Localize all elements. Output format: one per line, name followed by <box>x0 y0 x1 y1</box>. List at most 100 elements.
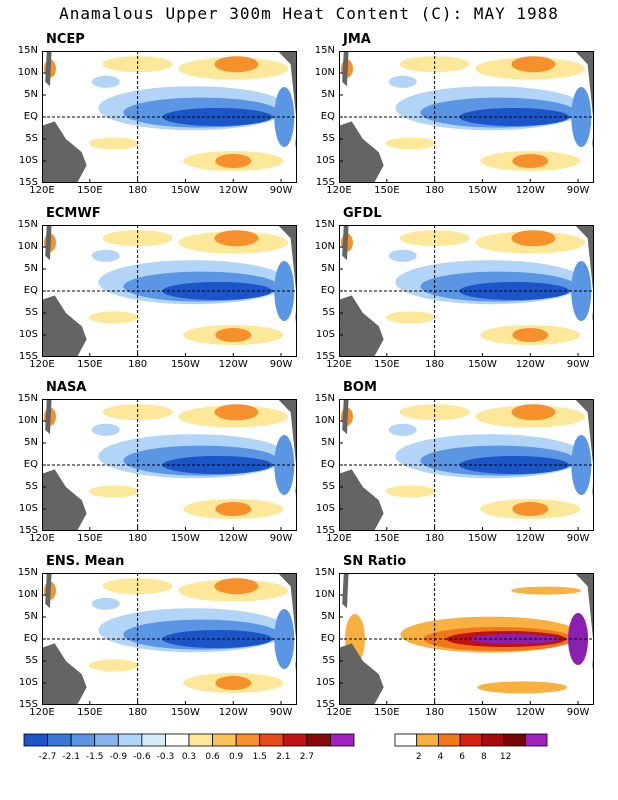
panel-label: ECMWF <box>46 206 101 221</box>
lon-tick-label: 150W <box>170 707 200 718</box>
anomaly-colorbar-box <box>259 733 284 747</box>
land-maritime-continent <box>42 295 87 357</box>
lat-tick-label: 15S <box>315 351 335 362</box>
anomaly-colorbar-box <box>23 733 48 747</box>
anomaly-colorbar-label: 2.1 <box>276 752 290 762</box>
lat-tick-label: 10N <box>17 67 38 78</box>
warm-anomaly-north-core <box>214 404 259 421</box>
land-americas <box>277 399 297 531</box>
land-maritime-continent <box>42 469 87 531</box>
lon-tick-label: 180 <box>128 359 148 370</box>
lon-tick-label: 150E <box>77 707 103 718</box>
lat-tick-label: 5N <box>24 437 38 448</box>
warm-anomaly-southwest <box>88 485 139 498</box>
lat-tick-label: 5S <box>322 655 335 666</box>
lat-tick-label: EQ <box>320 459 335 470</box>
land-maritime-continent <box>339 121 384 183</box>
anomaly-colorbar-label: 0.9 <box>229 752 244 762</box>
lat-tick-label: 5S <box>25 307 38 318</box>
lon-tick-label: 90W <box>269 533 293 544</box>
land-philippines <box>342 573 349 609</box>
land-americas <box>277 51 297 183</box>
land-americas <box>574 225 594 357</box>
lon-tick-label: 120W <box>515 707 545 718</box>
lon-tick-label: 120E <box>29 707 55 718</box>
lat-tick-label: 10N <box>314 415 335 426</box>
lon-tick-label: 120E <box>326 359 352 370</box>
lon-tick-label: 150E <box>374 185 400 196</box>
cold-anomaly-west <box>91 423 120 436</box>
lat-tick-label: 15N <box>314 219 335 230</box>
lat-tick-label: EQ <box>23 111 38 122</box>
lon-tick-label: 120W <box>515 359 545 370</box>
lon-tick-label: 120E <box>29 533 55 544</box>
land-maritime-continent <box>42 643 87 705</box>
lat-tick-label: 15S <box>315 177 335 188</box>
lat-tick-label: 15S <box>315 525 335 536</box>
warm-anomaly-south-core <box>512 154 549 168</box>
sn-colorbar-box <box>481 733 504 747</box>
land-americas <box>277 573 297 705</box>
lat-tick-label: 15N <box>314 393 335 404</box>
warm-anomaly-north <box>399 404 470 421</box>
map-field <box>339 399 594 531</box>
lat-tick-label: EQ <box>320 111 335 122</box>
sn-colorbar-label: 12 <box>500 752 511 762</box>
lat-tick-label: 10N <box>314 589 335 600</box>
panel-label: ENS. Mean <box>46 554 125 569</box>
anomaly-colorbar-label: -2.7 <box>39 752 57 762</box>
lon-tick-label: 90W <box>566 707 590 718</box>
lat-tick-label: 15N <box>17 567 38 578</box>
land-americas <box>277 225 297 357</box>
anomaly-colorbar-box <box>70 733 96 747</box>
warm-anomaly-north-core <box>214 230 259 247</box>
anomaly-colorbar-label: -1.5 <box>86 752 104 762</box>
warm-anomaly-north-core <box>511 56 556 73</box>
panel-label: JMA <box>343 32 371 47</box>
lon-tick-label: 150W <box>467 533 497 544</box>
cold-anomaly-west <box>388 75 417 88</box>
lat-tick-label: 10N <box>314 241 335 252</box>
anomaly-colorbar-label: 0.3 <box>182 752 196 762</box>
lon-tick-label: 180 <box>425 185 445 196</box>
lat-tick-label: 10S <box>18 677 38 688</box>
lat-tick-label: 10N <box>17 415 38 426</box>
anomaly-colorbar-box <box>165 733 190 747</box>
map-field <box>339 51 594 183</box>
lon-tick-label: 180 <box>425 359 445 370</box>
lon-tick-label: 150W <box>467 707 497 718</box>
lat-tick-label: 10S <box>18 329 38 340</box>
lat-tick-label: 5S <box>322 307 335 318</box>
lon-tick-label: 120E <box>326 533 352 544</box>
panel-label: BOM <box>343 380 377 395</box>
anomaly-colorbar-label: 2.7 <box>300 752 314 762</box>
warm-anomaly-north <box>102 230 173 247</box>
anomaly-colorbar-label: -0.3 <box>157 752 175 762</box>
land-philippines <box>45 399 52 435</box>
anomaly-colorbar-box <box>212 733 237 747</box>
lat-tick-label: 15N <box>17 219 38 230</box>
lon-tick-label: 90W <box>269 359 293 370</box>
lon-tick-label: 180 <box>128 185 148 196</box>
land-maritime-continent <box>339 469 384 531</box>
lat-tick-label: 15N <box>314 45 335 56</box>
lat-tick-label: 15N <box>17 393 38 404</box>
lat-tick-label: 10N <box>17 241 38 252</box>
sn-colorbar-label: 6 <box>459 752 465 762</box>
warm-anomaly-south-core <box>512 502 549 516</box>
lat-tick-label: 5N <box>321 89 335 100</box>
sn-colorbar-box <box>459 733 483 747</box>
sn-colorbar-label: 2 <box>416 752 422 762</box>
lat-tick-label: 5S <box>25 655 38 666</box>
lon-tick-label: 150W <box>467 185 497 196</box>
anomaly-colorbar-box <box>306 733 331 747</box>
lon-tick-label: 150W <box>170 185 200 196</box>
land-philippines <box>342 51 349 87</box>
lat-tick-label: EQ <box>23 633 38 644</box>
lat-tick-label: 5S <box>322 133 335 144</box>
land-philippines <box>45 225 52 261</box>
panel-label: NASA <box>46 380 87 395</box>
sn-colorbar-box <box>416 733 439 747</box>
warm-anomaly-south-core <box>215 154 252 168</box>
warm-anomaly-north-core <box>214 578 259 595</box>
